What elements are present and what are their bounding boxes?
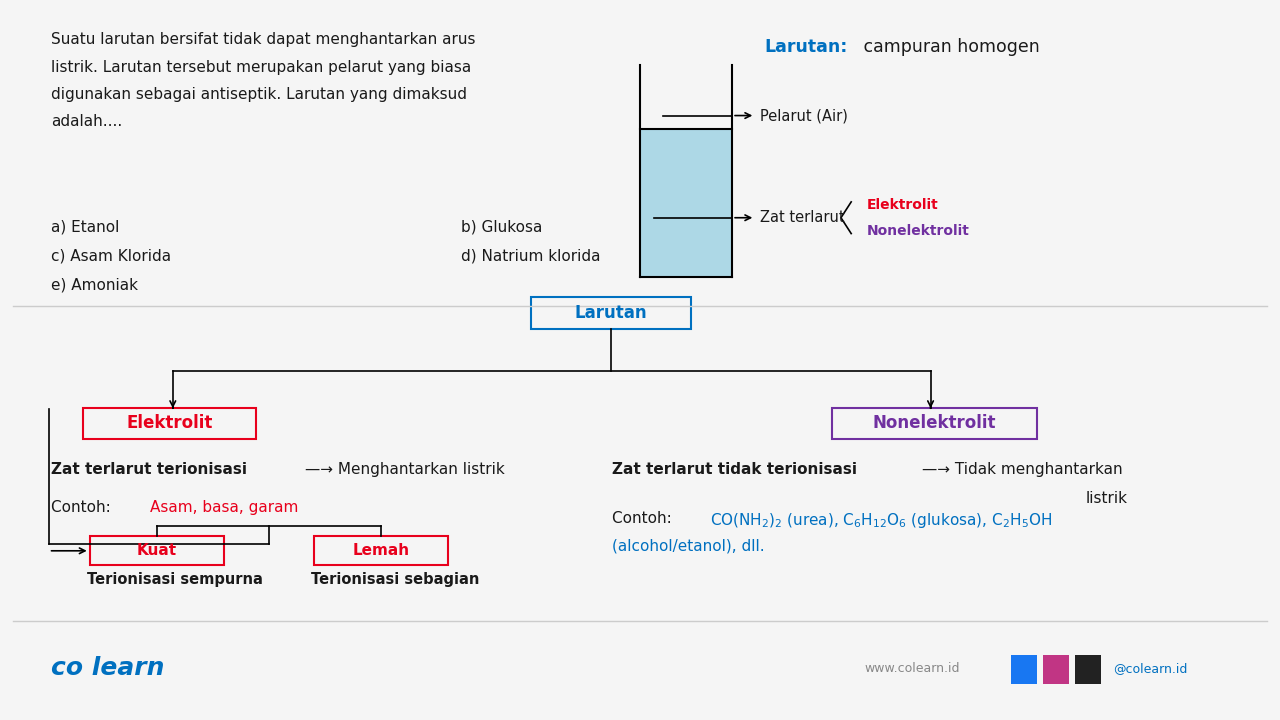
- Text: c) Asam Klorida: c) Asam Klorida: [51, 248, 172, 264]
- Text: adalah....: adalah....: [51, 114, 123, 130]
- Text: Elektrolit: Elektrolit: [867, 198, 938, 212]
- Text: listrik: listrik: [1085, 491, 1128, 506]
- Text: campuran homogen: campuran homogen: [858, 38, 1039, 56]
- Text: Contoh:: Contoh:: [612, 511, 676, 526]
- Text: CO(NH$_2$)$_2$ (urea), C$_6$H$_{12}$O$_6$ (glukosa), C$_2$H$_5$OH: CO(NH$_2$)$_2$ (urea), C$_6$H$_{12}$O$_6…: [710, 511, 1052, 530]
- Text: Larutan: Larutan: [575, 304, 648, 323]
- Text: Zat terlarut: Zat terlarut: [760, 210, 845, 225]
- Text: Nonelektrolit: Nonelektrolit: [867, 224, 969, 238]
- Text: b) Glukosa: b) Glukosa: [461, 220, 543, 235]
- Text: listrik. Larutan tersebut merupakan pelarut yang biasa: listrik. Larutan tersebut merupakan pela…: [51, 60, 471, 75]
- Bar: [1043, 655, 1069, 684]
- Text: @colearn.id: @colearn.id: [1114, 662, 1188, 675]
- Bar: [1075, 655, 1101, 684]
- Bar: [314, 536, 448, 565]
- Text: Terionisasi sempurna: Terionisasi sempurna: [87, 572, 262, 588]
- Bar: [83, 408, 256, 439]
- Text: Larutan:: Larutan:: [764, 38, 847, 56]
- Text: a) Etanol: a) Etanol: [51, 220, 119, 235]
- Text: d) Natrium klorida: d) Natrium klorida: [461, 248, 600, 264]
- Text: Nonelektrolit: Nonelektrolit: [873, 415, 996, 432]
- Bar: [531, 297, 691, 329]
- Text: (alcohol/etanol), dll.: (alcohol/etanol), dll.: [612, 539, 764, 554]
- Text: co learn: co learn: [51, 656, 165, 680]
- Text: Asam, basa, garam: Asam, basa, garam: [150, 500, 298, 516]
- Bar: [90, 536, 224, 565]
- Bar: [640, 129, 732, 277]
- Text: www.colearn.id: www.colearn.id: [864, 662, 960, 675]
- Bar: [1011, 655, 1037, 684]
- Text: —→ Menghantarkan listrik: —→ Menghantarkan listrik: [305, 462, 504, 477]
- Text: digunakan sebagai antiseptik. Larutan yang dimaksud: digunakan sebagai antiseptik. Larutan ya…: [51, 87, 467, 102]
- Text: Suatu larutan bersifat tidak dapat menghantarkan arus: Suatu larutan bersifat tidak dapat mengh…: [51, 32, 476, 48]
- Text: Elektrolit: Elektrolit: [127, 415, 212, 432]
- Text: Kuat: Kuat: [137, 544, 177, 558]
- Text: —→ Tidak menghantarkan: —→ Tidak menghantarkan: [922, 462, 1123, 477]
- Text: Zat terlarut terionisasi: Zat terlarut terionisasi: [51, 462, 247, 477]
- Text: e) Amoniak: e) Amoniak: [51, 277, 138, 292]
- Text: Terionisasi sebagian: Terionisasi sebagian: [311, 572, 480, 588]
- Bar: [832, 408, 1037, 439]
- Text: Contoh:: Contoh:: [51, 500, 115, 516]
- Text: Lemah: Lemah: [352, 544, 410, 558]
- Text: Pelarut (Air): Pelarut (Air): [760, 108, 849, 123]
- Text: Zat terlarut tidak terionisasi: Zat terlarut tidak terionisasi: [612, 462, 856, 477]
